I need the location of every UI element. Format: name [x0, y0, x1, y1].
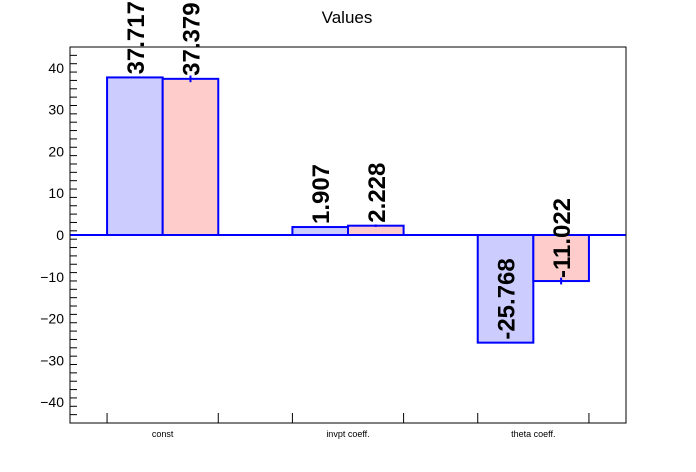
- x-category-label: invpt coeff.: [326, 429, 369, 439]
- bar-series1-2: [476, 234, 535, 344]
- bar-series2-2: [532, 234, 590, 283]
- y-tick-label: 30: [48, 102, 64, 118]
- plot-frame: [69, 46, 627, 424]
- value-label-series2-0: 37.379: [178, 2, 205, 75]
- value-label-series1-0: 37.717: [123, 1, 150, 74]
- y-tick-label: 20: [48, 143, 64, 159]
- bar-series2-0: [161, 77, 220, 236]
- value-label-series1-2: -25.768: [494, 258, 521, 339]
- x-category-label: const: [152, 429, 174, 439]
- value-label-series2-1: 2.228: [364, 163, 391, 223]
- bar-series1-1: [291, 226, 349, 236]
- y-tick-label: −40: [40, 394, 64, 410]
- bar-series1-0: [106, 76, 164, 236]
- value-label-series2-2: -11.022: [549, 198, 576, 278]
- y-tick-label: −20: [40, 311, 64, 327]
- y-tick-label: −30: [40, 352, 64, 368]
- value-label-series1-1: 1.907: [308, 164, 335, 224]
- chart-title: Values: [322, 8, 373, 27]
- x-category-label: theta coeff.: [511, 429, 555, 439]
- y-tick-label: 40: [48, 60, 64, 76]
- y-tick-label: 0: [56, 227, 64, 243]
- y-tick-label: −10: [40, 269, 64, 285]
- bar-series2-1: [347, 224, 405, 236]
- y-tick-label: 10: [48, 185, 64, 201]
